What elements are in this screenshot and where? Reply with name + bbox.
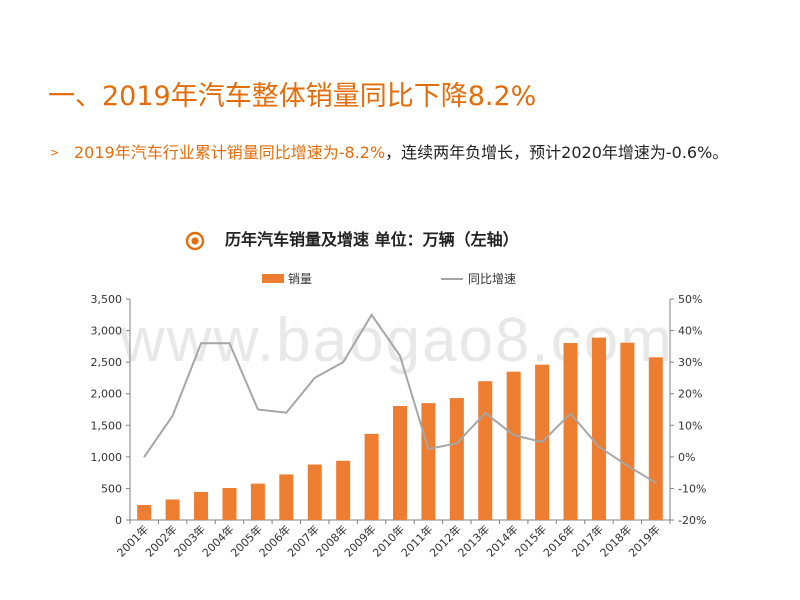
bar xyxy=(307,464,322,520)
target-icon xyxy=(185,231,205,251)
watermark: www.baogao8.com xyxy=(120,306,674,375)
y-right-tick-label: 40% xyxy=(678,325,702,338)
x-tick-label: 2019年 xyxy=(625,522,662,559)
growth-point xyxy=(427,448,430,450)
growth-point xyxy=(370,313,373,316)
chart-heading: 历年汽车销量及增速 单位：万辆（左轴） xyxy=(185,226,519,251)
y-right-tick-label: 10% xyxy=(678,419,702,432)
y-left-tick-label: 1,500 xyxy=(91,419,123,432)
bar xyxy=(421,403,436,520)
growth-point xyxy=(456,442,458,445)
y-left-tick-label: 3,500 xyxy=(91,293,123,306)
growth-point xyxy=(285,411,288,414)
bullet-text: 2019年汽车行业累计销量同比增速为-8.2%，连续两年负增长，预计2020年增… xyxy=(74,140,754,166)
bar xyxy=(506,371,521,520)
growth-point xyxy=(342,361,344,363)
chevron-right-icon: > xyxy=(50,146,60,159)
growth-point xyxy=(228,342,231,345)
legend-label-sales: 销量 xyxy=(288,272,312,286)
bar xyxy=(250,483,265,520)
growth-point xyxy=(484,412,487,414)
y-right-tick-label: 20% xyxy=(678,388,702,401)
y-right-tick-label: 50% xyxy=(678,293,702,306)
y-right-tick-label: -10% xyxy=(678,482,706,495)
growth-point xyxy=(257,408,259,411)
growth-point xyxy=(143,456,146,458)
bar xyxy=(591,337,606,520)
slide-title: 一、2019年汽车整体销量同比下降8.2% xyxy=(48,81,537,112)
y-left-tick-label: 1,000 xyxy=(91,451,123,464)
bullet-rest: ，连续两年负增长，预计2020年增速为-0.6%。 xyxy=(385,143,729,162)
growth-point xyxy=(200,342,202,345)
bullet-highlight: 2019年汽车行业累计销量同比增速为-8.2% xyxy=(74,143,386,162)
y-right-tick-label: 30% xyxy=(678,356,702,369)
chart-heading-text: 历年汽车销量及增速 单位：万辆（左轴） xyxy=(225,230,519,249)
growth-point xyxy=(569,412,572,415)
growth-point xyxy=(512,434,515,436)
bar xyxy=(137,505,152,520)
bar xyxy=(449,398,464,520)
y-right-tick-label: 0% xyxy=(678,451,695,464)
bar xyxy=(393,405,407,520)
bar xyxy=(336,460,351,520)
bar xyxy=(364,433,379,520)
legend-label-growth: 同比增速 xyxy=(468,272,516,286)
y-left-tick-label: 3,000 xyxy=(91,325,123,338)
legend-swatch-sales xyxy=(262,274,284,283)
bar xyxy=(648,357,663,520)
bar xyxy=(194,491,209,520)
y-left-tick-label: 500 xyxy=(101,482,122,495)
growth-point xyxy=(399,355,401,357)
growth-point xyxy=(654,481,657,484)
growth-point xyxy=(171,415,174,417)
y-left-tick-label: 2,000 xyxy=(91,388,123,401)
bar xyxy=(620,342,635,520)
growth-point xyxy=(598,445,600,448)
growth-point xyxy=(626,464,629,467)
bar xyxy=(222,487,237,520)
bar xyxy=(478,381,493,520)
growth-point xyxy=(541,441,543,443)
y-right-tick-label: -20% xyxy=(678,514,706,527)
y-left-tick-label: 0 xyxy=(115,514,122,527)
bar xyxy=(279,474,294,520)
y-left-tick-label: 2,500 xyxy=(91,356,123,369)
bar xyxy=(563,343,578,520)
bar xyxy=(165,499,180,520)
growth-point xyxy=(313,377,316,379)
